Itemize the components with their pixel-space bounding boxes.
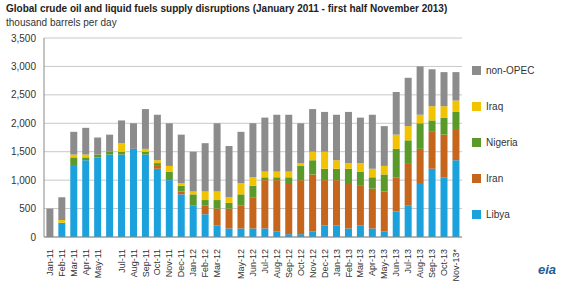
svg-text:Sep-13: Sep-13 (427, 249, 437, 278)
svg-text:3,500: 3,500 (11, 33, 36, 44)
html-text:Iraq: Iraq (486, 100, 504, 112)
svg-text:3,000: 3,000 (11, 61, 36, 72)
svg-text:Oct-13: Oct-13 (439, 249, 449, 276)
svg-text:Oct-12: Oct-12 (296, 249, 306, 276)
svg-text:1,500: 1,500 (11, 146, 36, 157)
svg-text:May-11: May-11 (93, 249, 103, 278)
svg-text:Aug-13: Aug-13 (415, 249, 425, 278)
svg-text:Jan-13: Jan-13 (332, 249, 342, 277)
svg-text:Apr-13: Apr-13 (367, 249, 377, 276)
svg-text:Mar-12: Mar-12 (212, 249, 222, 278)
svg-text:Jul-12: Jul-12 (260, 249, 270, 274)
svg-text:Sep-11: Sep-11 (141, 249, 151, 277)
html-text:Global crude oil and liquid fu: Global crude oil and liquid fuels supply… (6, 3, 448, 14)
svg-text:2,500: 2,500 (11, 89, 36, 100)
svg-text:Jun-13: Jun-13 (391, 249, 401, 277)
svg-text:Jul-13: Jul-13 (403, 249, 413, 274)
svg-text:Sep-12: Sep-12 (284, 249, 294, 278)
html-text:Iran: Iran (486, 172, 504, 184)
svg-text:May-13: May-13 (379, 249, 389, 279)
html-text:non-OPEC: non-OPEC (486, 64, 535, 76)
svg-text:Nov-11: Nov-11 (164, 249, 174, 277)
html-text:Libya: Libya (486, 208, 510, 220)
svg-text:Feb-13: Feb-13 (344, 249, 354, 278)
svg-text:2,000: 2,000 (11, 118, 36, 129)
svg-text:1,000: 1,000 (11, 175, 36, 186)
svg-text:Apr-11: Apr-11 (81, 249, 91, 275)
svg-text:Nov-12: Nov-12 (308, 249, 318, 278)
svg-text:Jun-12: Jun-12 (248, 249, 258, 277)
svg-text:0: 0 (30, 232, 36, 243)
html-text:Nigeria: Nigeria (486, 136, 518, 148)
svg-text:May-12: May-12 (236, 249, 246, 279)
svg-text:Aug-11: Aug-11 (129, 249, 139, 277)
svg-text:Feb-12: Feb-12 (200, 249, 210, 278)
svg-text:Mar-13: Mar-13 (355, 249, 365, 278)
svg-text:500: 500 (19, 203, 36, 214)
html-text:eia: eia (538, 262, 557, 277)
svg-text:Dec-12: Dec-12 (320, 249, 330, 278)
svg-text:Jul-11: Jul-11 (117, 249, 127, 273)
html-text:thousand barrels per day: thousand barrels per day (6, 17, 117, 28)
svg-text:Feb-11: Feb-11 (57, 249, 67, 277)
svg-text:Jan-12: Jan-12 (188, 249, 198, 277)
svg-text:Jan-11: Jan-11 (45, 249, 55, 276)
svg-text:Aug-12: Aug-12 (272, 249, 282, 278)
svg-text:Dec-11: Dec-11 (176, 249, 186, 277)
svg-text:Nov-13*: Nov-13* (451, 249, 461, 282)
svg-text:Mar-11: Mar-11 (69, 249, 79, 277)
svg-text:Oct-11: Oct-11 (152, 249, 162, 275)
